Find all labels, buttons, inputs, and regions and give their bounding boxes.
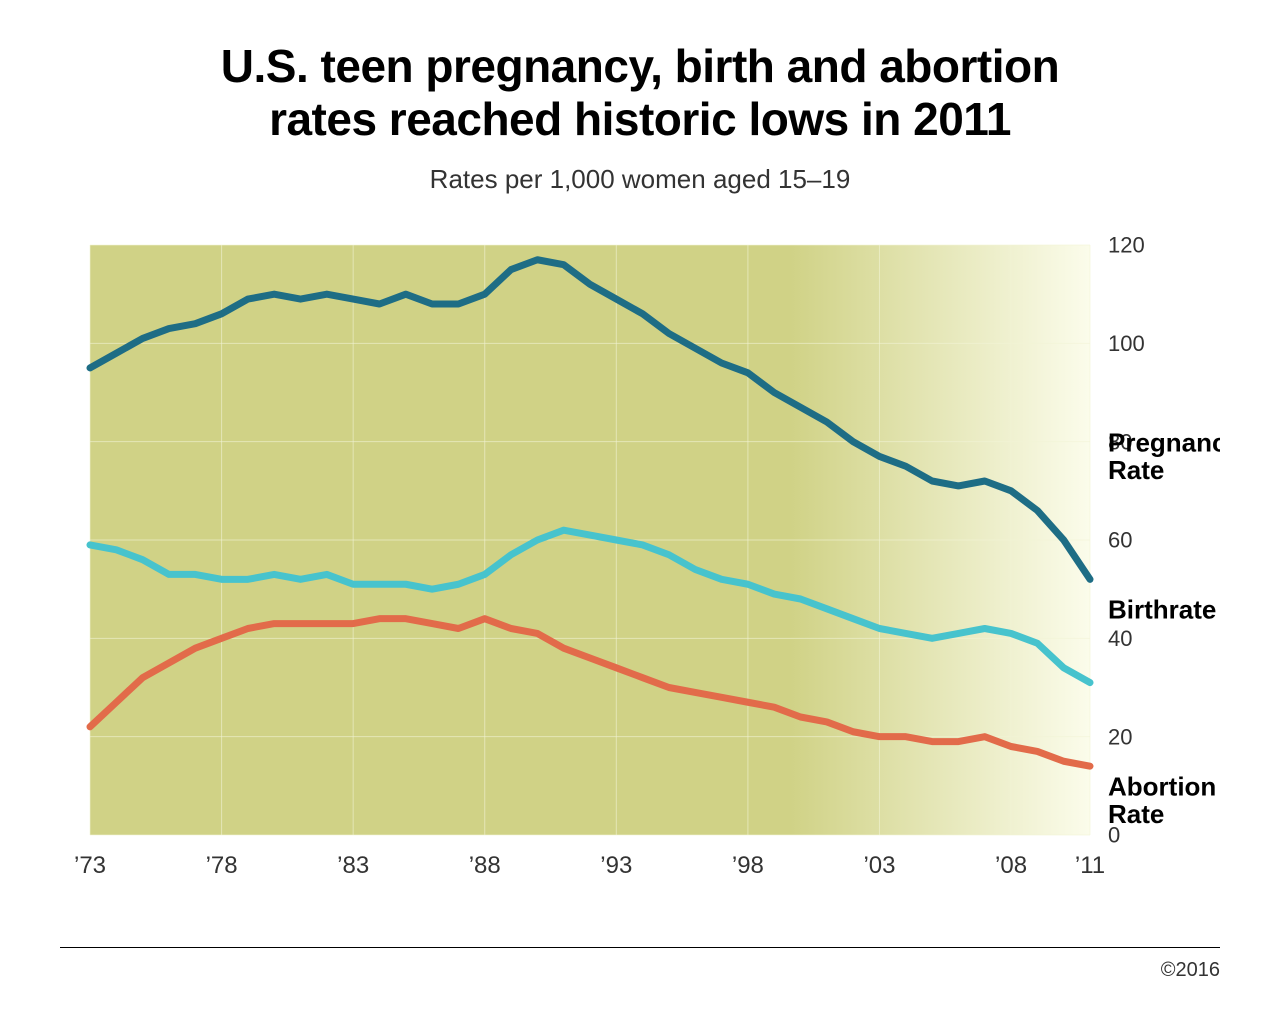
x-tick-label: ’98 <box>732 852 764 879</box>
y-tick-label: 120 <box>1108 235 1145 258</box>
title-line-2: rates reached historic lows in 2011 <box>269 93 1011 145</box>
footer-divider <box>60 947 1220 948</box>
chart-plot-wrap: 020406080100120’73’78’83’88’93’98’03’08’… <box>60 235 1220 895</box>
title-line-1: U.S. teen pregnancy, birth and abortion <box>221 40 1059 92</box>
x-tick-label: ’93 <box>600 852 632 879</box>
series-label-birthrate: Birthrate <box>1108 594 1216 624</box>
chart-svg: 020406080100120’73’78’83’88’93’98’03’08’… <box>60 235 1220 895</box>
x-tick-label: ’83 <box>337 852 369 879</box>
x-tick-label: ’11 <box>1075 852 1105 879</box>
copyright-text: ©2016 <box>1161 959 1220 982</box>
series-label-abortion-rate: Abortion <box>1108 771 1216 801</box>
series-label-abortion-rate: Rate <box>1108 799 1164 829</box>
series-label-pregnancy-rate: Rate <box>1108 455 1164 485</box>
y-tick-label: 100 <box>1108 331 1145 356</box>
chart-subtitle: Rates per 1,000 women aged 15–19 <box>60 164 1220 195</box>
x-tick-label: ’08 <box>995 852 1027 879</box>
x-tick-label: ’88 <box>469 852 501 879</box>
x-tick-label: ’78 <box>206 852 238 879</box>
x-tick-label: ’03 <box>863 852 895 879</box>
chart-title: U.S. teen pregnancy, birth and abortion … <box>60 40 1220 146</box>
y-tick-label: 40 <box>1108 626 1132 651</box>
chart-container: U.S. teen pregnancy, birth and abortion … <box>0 0 1280 1024</box>
y-tick-label: 60 <box>1108 527 1132 552</box>
y-tick-label: 20 <box>1108 724 1132 749</box>
x-tick-label: ’73 <box>74 852 106 879</box>
series-label-pregnancy-rate: Pregnancy <box>1108 427 1220 457</box>
